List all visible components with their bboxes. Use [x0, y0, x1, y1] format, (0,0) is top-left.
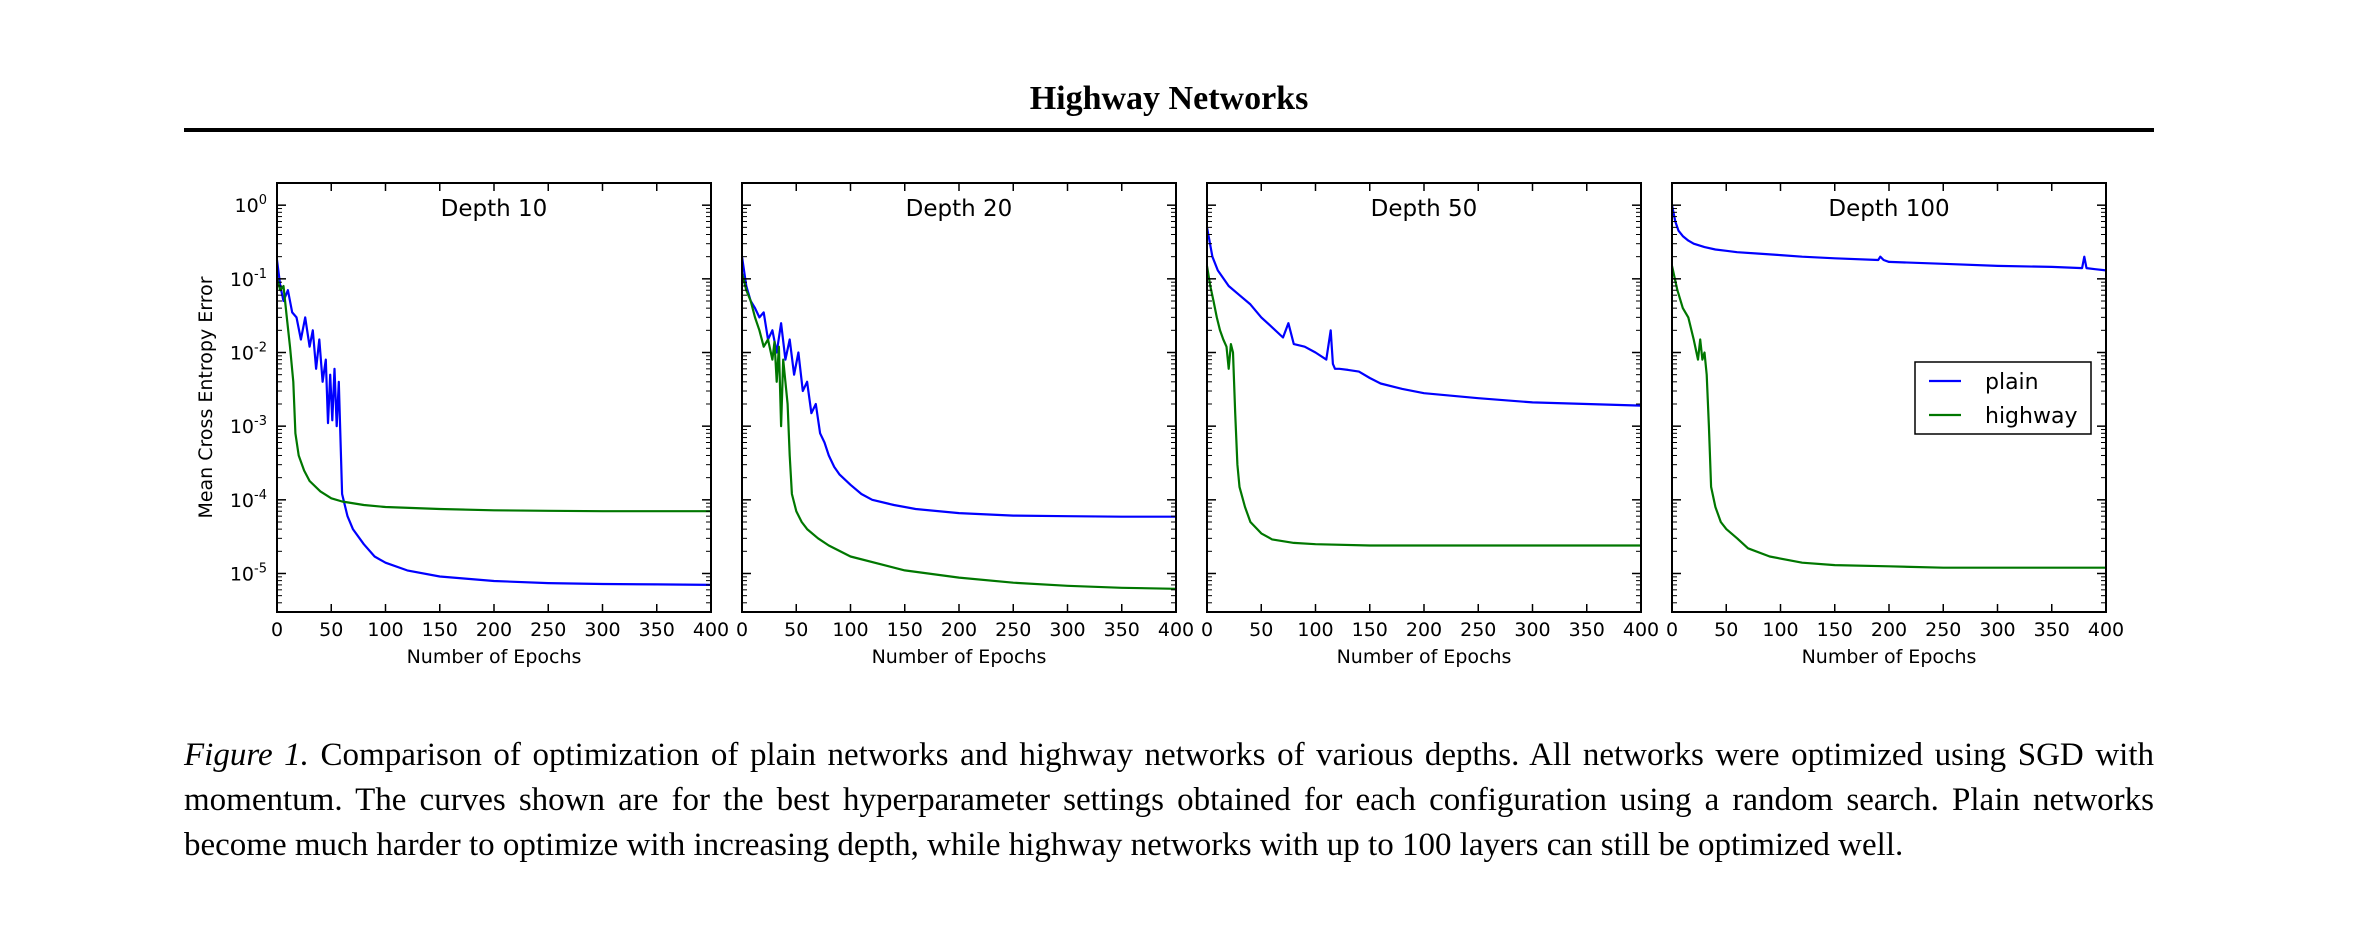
- x-tick-label: 150: [1352, 619, 1388, 641]
- x-tick-label: 400: [1158, 619, 1194, 641]
- x-tick-label: 200: [1406, 619, 1442, 641]
- caption-text: Comparison of optimization of plain netw…: [184, 737, 2155, 863]
- x-tick-label: 300: [584, 619, 620, 641]
- series-line-plain: [275, 259, 712, 586]
- chart-title: Depth 50: [1371, 196, 1478, 222]
- x-tick-label: 100: [832, 619, 868, 641]
- x-tick-label: 200: [941, 619, 977, 641]
- series-line-highway: [275, 278, 711, 513]
- legend: plain highway: [1914, 361, 2092, 435]
- x-tick-label: 400: [2088, 619, 2124, 641]
- chart-title: Depth 20: [906, 196, 1013, 222]
- x-tick-label: 350: [1569, 619, 1605, 641]
- x-tick-label: 0: [1201, 619, 1213, 641]
- x-tick-label: 400: [1623, 619, 1659, 641]
- x-axis-label: Number of Epochs: [1337, 646, 1512, 668]
- legend-box: [1914, 361, 2092, 435]
- y-tick-label: 10-2: [230, 340, 267, 364]
- x-tick-label: 200: [476, 619, 512, 641]
- x-tick-label: 250: [1925, 619, 1961, 641]
- y-tick-label: 10-1: [230, 267, 267, 291]
- chart-panel-3: 0 50 100 150 200 250 300 350 400 Depth 50 Number o…: [1201, 182, 1659, 668]
- chart-panel-2: 0 50 100 150 200 250 300 350 400 Depth 20 Number o…: [736, 182, 1194, 668]
- x-tick-label: 50: [1249, 619, 1273, 641]
- legend-label-highway: highway: [1985, 404, 2077, 429]
- x-tick-label: 0: [1666, 619, 1678, 641]
- header-rule: [184, 128, 2154, 132]
- series-line-plain: [740, 256, 1176, 518]
- series-line-plain: [1205, 227, 1642, 407]
- axes-frame: [741, 182, 1177, 613]
- x-axis-label: Number of Epochs: [407, 646, 582, 668]
- y-tick-label: 100: [235, 193, 267, 217]
- x-tick-label: 350: [2034, 619, 2070, 641]
- axes-frame: [1206, 182, 1642, 613]
- axes-frame: [276, 182, 712, 613]
- chart-title: Depth 10: [441, 196, 548, 222]
- x-tick-label: 0: [736, 619, 748, 641]
- x-tick-label: 250: [1460, 619, 1496, 641]
- caption-label: Figure 1.: [184, 737, 309, 773]
- y-tick-label: 10-3: [230, 414, 267, 438]
- x-tick-label: 0: [271, 619, 283, 641]
- y-axis-label: Mean Cross Entropy Error: [195, 276, 217, 518]
- x-tick-label: 300: [1514, 619, 1550, 641]
- x-tick-label: 250: [530, 619, 566, 641]
- x-tick-label: 350: [1104, 619, 1140, 641]
- x-tick-label: 150: [887, 619, 923, 641]
- x-tick-label: 100: [1762, 619, 1798, 641]
- x-tick-label: 300: [1979, 619, 2015, 641]
- series-line-highway: [740, 272, 1177, 590]
- x-tick-label: 150: [1817, 619, 1853, 641]
- y-tick-label: 10-5: [230, 561, 267, 585]
- x-tick-label: 50: [1714, 619, 1738, 641]
- x-tick-label: 400: [693, 619, 729, 641]
- figure-caption: Figure 1. Comparison of optimization of …: [184, 733, 2154, 868]
- x-tick-label: 50: [319, 619, 343, 641]
- x-tick-label: 100: [1297, 619, 1333, 641]
- chart-title: Depth 100: [1828, 196, 1949, 222]
- series-line-plain: [1670, 204, 2107, 272]
- figure-panels: 0 50 100 150 200 250 300 350 400 10-5 10-4 10-3 10-2…: [195, 182, 2124, 668]
- legend-label-plain: plain: [1985, 370, 2039, 395]
- x-axis-label: Number of Epochs: [872, 646, 1047, 668]
- x-tick-label: 150: [422, 619, 458, 641]
- running-head-title: Highway Networks: [1029, 80, 1309, 117]
- x-tick-label: 300: [1049, 619, 1085, 641]
- y-tick-label: 10-4: [230, 488, 267, 512]
- x-tick-label: 50: [784, 619, 808, 641]
- x-tick-label: 200: [1871, 619, 1907, 641]
- x-tick-label: 250: [995, 619, 1031, 641]
- chart-panel-1: 0 50 100 150 200 250 300 350 400 10-5 10-4 10-3 10-2…: [195, 182, 729, 668]
- x-axis-label: Number of Epochs: [1802, 646, 1977, 668]
- series-line-highway: [1205, 265, 1641, 547]
- x-tick-label: 350: [639, 619, 675, 641]
- x-tick-label: 100: [367, 619, 403, 641]
- chart-panel-4: 0 50 100 150 200 250 300 350 400 Depth 100 Number …: [1666, 182, 2124, 668]
- series-line-highway: [1670, 265, 2106, 569]
